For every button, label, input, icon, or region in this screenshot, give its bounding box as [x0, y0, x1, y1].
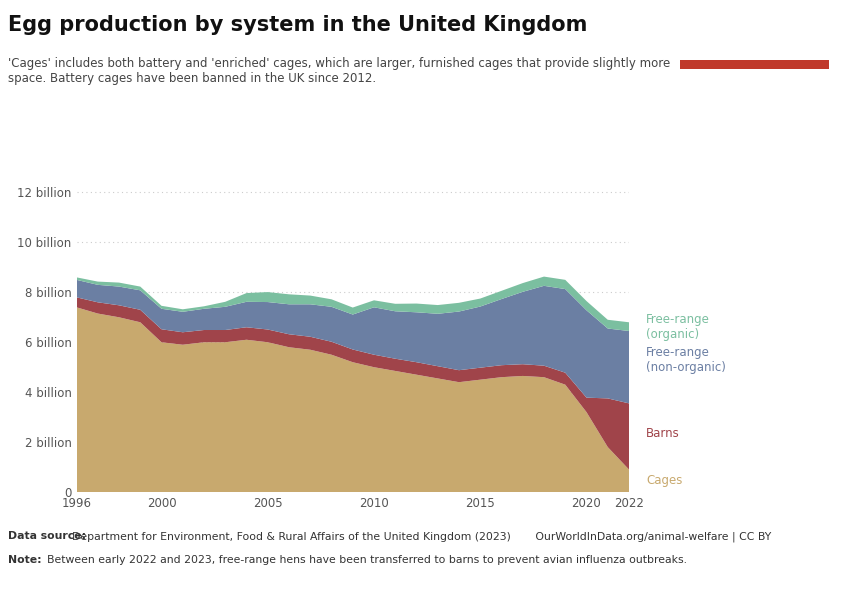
Text: Barns: Barns [646, 427, 680, 440]
Text: 'Cages' includes both battery and 'enriched' cages, which are larger, furnished : 'Cages' includes both battery and 'enric… [8, 57, 671, 85]
Text: Department for Environment, Food & Rural Affairs of the United Kingdom (2023)   : Department for Environment, Food & Rural… [72, 531, 772, 541]
Text: Cages: Cages [646, 474, 683, 487]
Text: Our World: Our World [721, 24, 788, 37]
Text: Note:: Note: [8, 555, 46, 565]
Text: Free-range
(non-organic): Free-range (non-organic) [646, 346, 726, 374]
Text: Between early 2022 and 2023, free-range hens have been transferred to barns to p: Between early 2022 and 2023, free-range … [47, 555, 687, 565]
Text: Free-range
(organic): Free-range (organic) [646, 313, 710, 341]
Bar [680, 61, 829, 69]
Text: in Data: in Data [730, 41, 779, 54]
Text: Egg production by system in the United Kingdom: Egg production by system in the United K… [8, 15, 588, 35]
Text: Data source:: Data source: [8, 531, 90, 541]
